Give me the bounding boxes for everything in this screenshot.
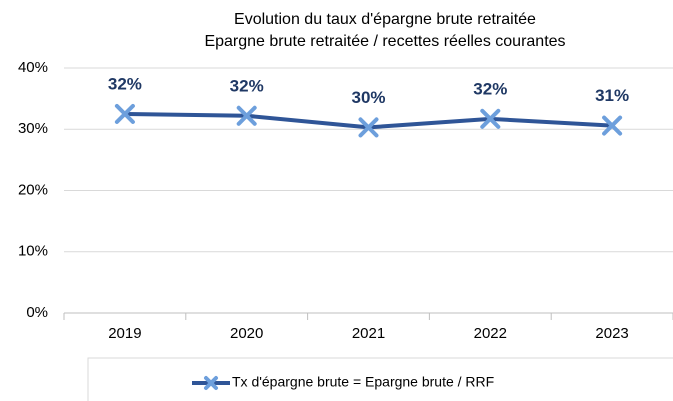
x-tick-label: 2020	[230, 325, 263, 342]
value-label: 32%	[473, 79, 507, 98]
chart-subtitle: Epargne brute retraitée / recettes réell…	[204, 33, 565, 50]
marker	[236, 105, 257, 126]
y-tick-label: 0%	[26, 304, 48, 321]
y-tick-label: 10%	[18, 243, 48, 260]
x-tick-label: 2019	[108, 325, 141, 342]
y-tick-label: 40%	[18, 59, 48, 76]
legend-marker	[204, 376, 218, 390]
legend-label: Tx d'épargne brute = Epargne brute / RRF	[232, 374, 494, 390]
value-label: 32%	[230, 76, 264, 95]
value-label: 31%	[595, 86, 629, 105]
chart-title: Evolution du taux d'épargne brute retrai…	[234, 11, 536, 28]
x-tick-label: 2023	[595, 325, 628, 342]
x-tick-label: 2021	[352, 325, 385, 342]
y-tick-label: 20%	[18, 181, 48, 198]
marker	[358, 117, 379, 138]
legend-box	[87, 357, 673, 401]
y-tick-label: 30%	[18, 120, 48, 137]
marker	[114, 103, 135, 124]
marker	[480, 108, 501, 129]
value-label: 30%	[351, 88, 385, 107]
marker	[602, 115, 623, 136]
value-label: 32%	[108, 74, 142, 93]
x-tick-label: 2022	[474, 325, 507, 342]
